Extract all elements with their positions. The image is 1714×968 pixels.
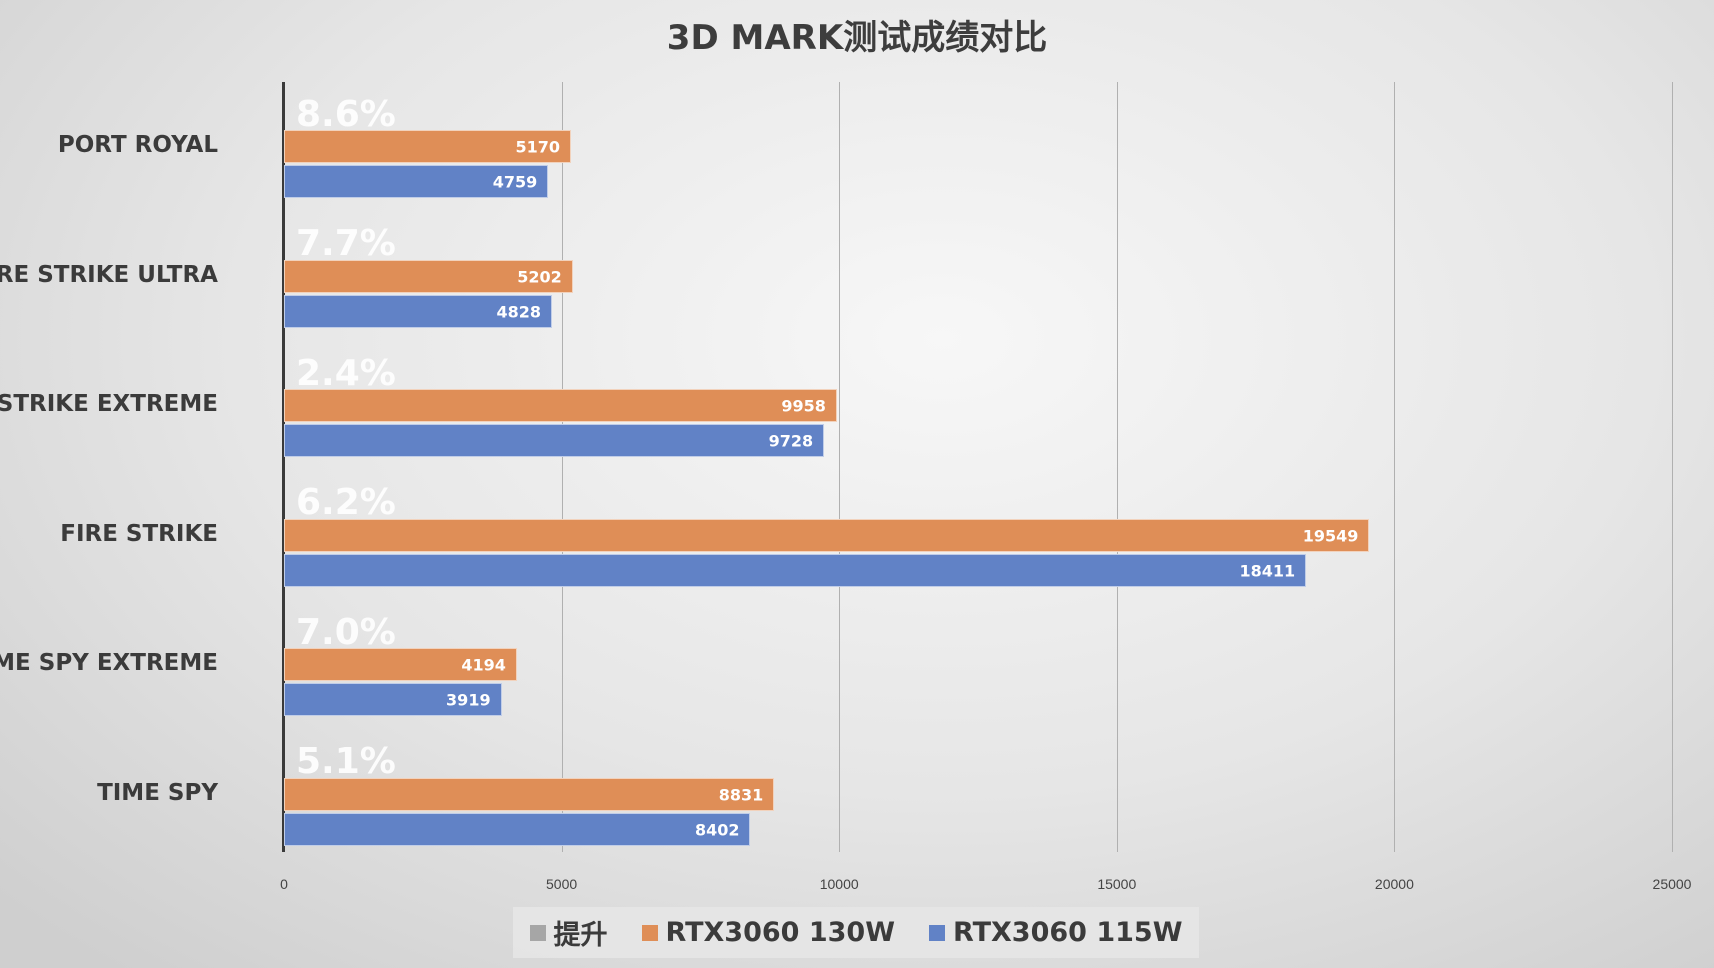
bar-130w: 4194	[284, 648, 517, 681]
legend-label: 提升	[553, 920, 608, 951]
legend-item-improvement[interactable]: 提升	[529, 913, 608, 952]
improvement-label: 2.4%	[296, 353, 396, 394]
x-tick-label: 0	[280, 876, 288, 892]
bar-115w: 9728	[284, 424, 825, 457]
legend-item-130w[interactable]: RTX3060 130W	[641, 917, 896, 948]
x-tick-label: 20000	[1374, 876, 1414, 892]
bar-value: 4194	[461, 655, 506, 674]
bar-value: 18411	[1239, 561, 1296, 580]
category-label: TIME SPY	[97, 780, 218, 806]
bar-value: 4759	[492, 172, 538, 191]
gridline	[839, 82, 841, 852]
bar-130w: 19549	[284, 519, 1370, 552]
improvement-label: 8.6%	[296, 94, 396, 135]
bar-115w: 8402	[284, 813, 751, 846]
plot-area: 0 5000 10000 15000 20000 25000 PORT ROYA…	[0, 82, 1691, 892]
bar-130w: 5170	[284, 130, 572, 163]
improvement-label: 6.2%	[296, 482, 396, 523]
legend-label: RTX3060 115W	[953, 917, 1183, 948]
bar-value: 9958	[781, 396, 826, 415]
bar-value: 19549	[1302, 526, 1359, 545]
x-tick-label: 25000	[1652, 876, 1692, 892]
bar-value: 5202	[517, 267, 562, 286]
chart-title: 3D MARK测试成绩对比	[666, 18, 1048, 58]
category-label: TIME SPY EXTREME	[0, 650, 218, 676]
bar-130w: 5202	[284, 260, 573, 293]
bar-value: 8831	[718, 785, 764, 804]
gridline	[1116, 82, 1118, 852]
category-label: PORT ROYAL	[57, 132, 218, 158]
improvement-label: 7.0%	[296, 612, 396, 653]
bar-value: 4828	[496, 302, 542, 321]
legend-swatch-icon	[641, 924, 658, 941]
bar-115w: 18411	[284, 554, 1307, 587]
bar-value: 8402	[694, 820, 740, 839]
bar-115w: 4759	[284, 165, 549, 198]
y-axis-line	[282, 82, 285, 852]
bar-value: 3919	[446, 690, 491, 709]
legend-label: RTX3060 130W	[665, 917, 896, 948]
bar-115w: 3919	[284, 683, 502, 716]
legend: 提升 RTX3060 130W RTX3060 115W	[513, 907, 1199, 958]
x-tick-label: 5000	[546, 876, 578, 892]
legend-swatch-icon	[529, 924, 546, 941]
gridline	[1394, 82, 1396, 852]
gridline	[1672, 82, 1673, 852]
x-tick-label: 15000	[1097, 876, 1137, 892]
bar-value: 5170	[515, 137, 561, 156]
bar-130w: 8831	[284, 778, 775, 811]
legend-swatch-icon	[929, 924, 945, 941]
bar-115w: 4828	[284, 295, 553, 328]
improvement-label: 5.1%	[296, 741, 396, 782]
category-label: FIRE STRIKE	[60, 521, 218, 547]
x-tick-label: 10000	[819, 876, 859, 892]
bar-130w: 9958	[284, 389, 837, 422]
category-label: FIRE STRIKE ULTRA	[0, 262, 218, 288]
improvement-label: 7.7%	[296, 223, 396, 264]
bar-value: 9728	[768, 431, 814, 450]
gridline	[561, 82, 563, 852]
legend-item-115w[interactable]: RTX3060 115W	[929, 917, 1183, 948]
category-label: FIRE STRIKE EXTREME	[0, 391, 218, 417]
